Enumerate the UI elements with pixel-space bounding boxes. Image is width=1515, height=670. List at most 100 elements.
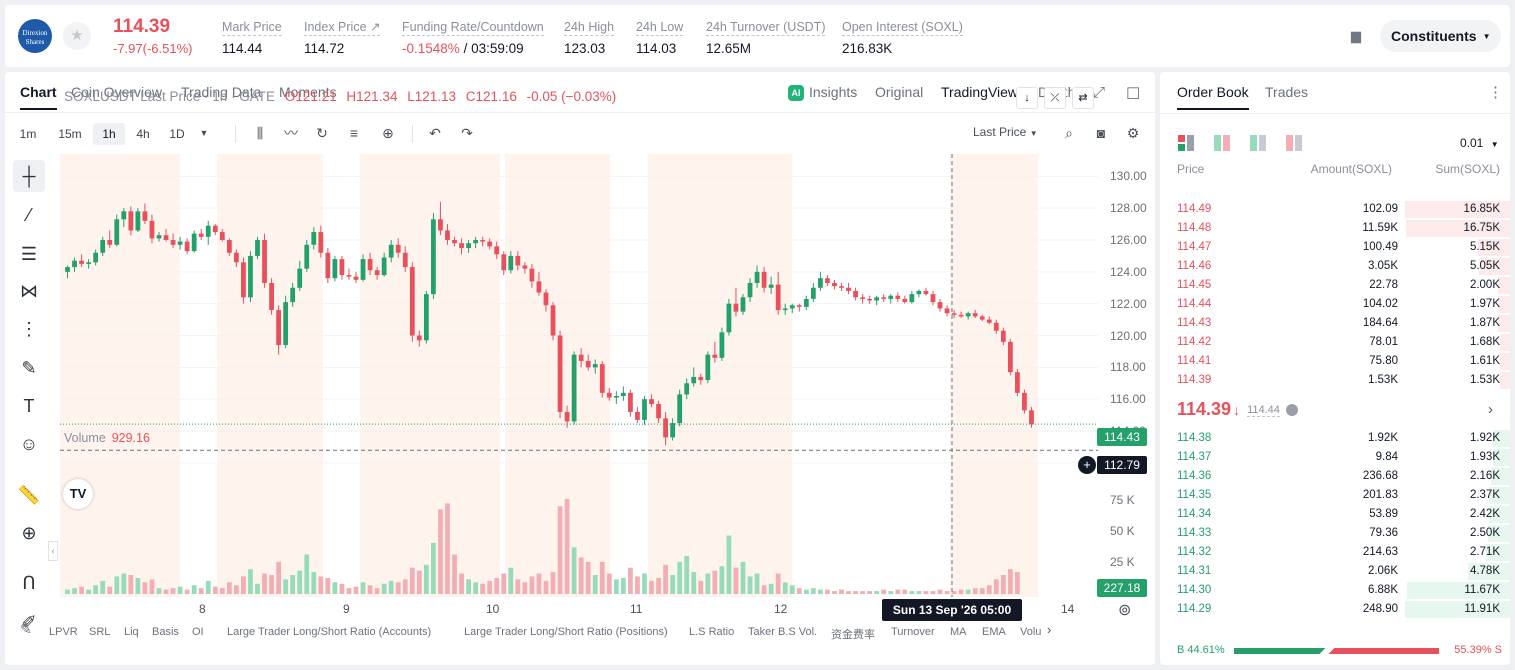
tab-trades[interactable]: Trades bbox=[1265, 84, 1309, 100]
bid-row[interactable]: 114.30 6.88K 11.67K bbox=[1160, 581, 1510, 600]
horizontal-lines-icon[interactable]: ☰ bbox=[20, 244, 38, 264]
view-original[interactable]: Original bbox=[875, 84, 924, 100]
stat-24h-high[interactable]: 24h High 123.03 bbox=[564, 18, 615, 56]
view-bids-icon[interactable] bbox=[1250, 135, 1266, 151]
ask-row[interactable]: 114.43 184.64 1.87K bbox=[1160, 314, 1510, 333]
bid-row[interactable]: 114.37 9.84 1.93K bbox=[1160, 448, 1510, 467]
edit-indicators-icon[interactable]: ✎ bbox=[20, 621, 32, 637]
candle-type-icon[interactable]: ⫼ bbox=[256, 125, 264, 141]
redo-icon[interactable]: ↷ bbox=[461, 125, 473, 141]
tradingview-logo[interactable]: TV bbox=[63, 479, 93, 509]
scroll-down-icon[interactable]: ↓ bbox=[1016, 87, 1038, 109]
zoom-in-icon[interactable]: ⊕ bbox=[21, 523, 37, 543]
indicators-icon[interactable]: 〰 bbox=[284, 125, 298, 141]
add-alert-icon[interactable]: ⊕ bbox=[382, 125, 394, 141]
precision-dropdown[interactable]: 0.01 ▼ bbox=[1460, 136, 1499, 150]
timeframe-15m[interactable]: 15m bbox=[58, 127, 82, 141]
ask-row[interactable]: 114.39 1.53K 1.53K bbox=[1160, 371, 1510, 390]
collapse-icon[interactable]: ⤫ bbox=[1044, 87, 1066, 109]
compare-icon[interactable]: ↻ bbox=[316, 125, 328, 141]
view-both-icon[interactable] bbox=[1178, 135, 1194, 151]
indicator-toggle[interactable]: Large Trader Long/Short Ratio (Accounts) bbox=[227, 626, 432, 638]
tab-moments[interactable]: Moments bbox=[279, 84, 337, 100]
stat-open-interest[interactable]: Open Interest (SOXL) 216.83K bbox=[842, 18, 963, 56]
view-tradingview[interactable]: TradingView bbox=[941, 84, 1019, 100]
indicator-toggle[interactable]: Basis bbox=[152, 626, 179, 638]
indicator-toggle[interactable]: SRL bbox=[89, 626, 111, 638]
ask-row[interactable]: 114.45 22.78 2.00K bbox=[1160, 276, 1510, 295]
constituents-dropdown[interactable]: Constituents ▼ bbox=[1380, 20, 1501, 52]
indicator-toggle[interactable]: L.S Ratio bbox=[689, 626, 735, 638]
tab-order-book[interactable]: Order Book bbox=[1177, 84, 1249, 110]
fullscreen-icon[interactable]: ⤢ bbox=[1093, 84, 1106, 101]
camera-icon[interactable]: ◙ bbox=[1096, 125, 1106, 141]
text-tool-icon[interactable]: T bbox=[23, 396, 35, 416]
timeframe-1m[interactable]: 1m bbox=[19, 127, 37, 141]
trend-line-icon[interactable]: ⁄ bbox=[27, 205, 31, 225]
chevron-right-icon[interactable]: › bbox=[1488, 401, 1493, 418]
indicator-more-chevron-icon[interactable]: › bbox=[1047, 622, 1052, 637]
bid-row[interactable]: 114.31 2.06K 4.78K bbox=[1160, 562, 1510, 581]
lock-drawing-icon[interactable]: ✐ bbox=[21, 612, 37, 632]
search-icon[interactable]: ⌕ bbox=[1065, 125, 1073, 141]
magnet-icon[interactable]: Ո bbox=[22, 573, 36, 593]
tab-chart[interactable]: Chart bbox=[20, 84, 57, 110]
mid-price[interactable]: 114.39 ↓ 114.44 bbox=[1177, 399, 1298, 420]
stat-24h-low[interactable]: 24h Low 114.03 bbox=[636, 18, 684, 56]
axis-settings-icon[interactable]: ⊚ bbox=[1118, 602, 1132, 619]
indicator-toggle[interactable]: 资金费率 bbox=[831, 629, 875, 641]
ask-row[interactable]: 114.41 75.80 1.61K bbox=[1160, 352, 1510, 371]
ask-row[interactable]: 114.49 102.09 16.85K bbox=[1160, 200, 1510, 219]
indicator-toggle[interactable]: OI bbox=[192, 626, 204, 638]
indicator-toggle[interactable]: Volu bbox=[1020, 626, 1042, 638]
emoji-icon[interactable]: ☺ bbox=[19, 434, 39, 454]
bid-row[interactable]: 114.34 53.89 2.42K bbox=[1160, 505, 1510, 524]
timeframe-1h[interactable]: 1h bbox=[93, 123, 125, 145]
ask-row[interactable]: 114.42 78.01 1.68K bbox=[1160, 333, 1510, 352]
templates-icon[interactable]: ≡ bbox=[349, 125, 359, 141]
bid-row[interactable]: 114.33 79.36 2.50K bbox=[1160, 524, 1510, 543]
timeframe-more-chevron-icon[interactable]: ▼ bbox=[199, 128, 209, 138]
favorite-star-icon[interactable]: ★ bbox=[63, 22, 91, 50]
indicator-toggle[interactable]: Taker B.S Vol. bbox=[748, 626, 818, 638]
stat-funding-rate[interactable]: Funding Rate/Countdown -0.1548% / 03:59:… bbox=[402, 18, 544, 56]
indicator-toggle[interactable]: Liq bbox=[124, 626, 139, 638]
more-menu-icon[interactable]: ⋮ bbox=[1488, 84, 1503, 101]
ask-row[interactable]: 114.46 3.05K 5.05K bbox=[1160, 257, 1510, 276]
view-split-icon[interactable] bbox=[1214, 135, 1230, 151]
bid-row[interactable]: 114.35 201.83 2.37K bbox=[1160, 486, 1510, 505]
crosshair-icon[interactable]: ┼ bbox=[13, 160, 45, 192]
view-asks-icon[interactable] bbox=[1286, 135, 1302, 151]
price-source-dropdown[interactable]: Last Price ▼ bbox=[973, 125, 1038, 139]
bid-row[interactable]: 114.29 248.90 11.91K bbox=[1160, 600, 1510, 619]
stat-24h-turnover[interactable]: 24h Turnover (USDT) 12.65M bbox=[706, 18, 826, 56]
popout-window-icon[interactable]: ☐ bbox=[1126, 86, 1141, 103]
ask-row[interactable]: 114.47 100.49 5.15K bbox=[1160, 238, 1510, 257]
stat-index-price[interactable]: Index Price ↗ 114.72 bbox=[304, 18, 381, 56]
indicator-toggle[interactable]: Turnover bbox=[891, 626, 935, 638]
fib-retracement-icon[interactable]: ⋮ bbox=[20, 319, 38, 339]
guide-book-icon[interactable]: ▆ bbox=[1351, 28, 1361, 43]
view-insights[interactable]: AI Insights bbox=[788, 84, 857, 102]
pattern-tool-icon[interactable]: ⋈ bbox=[20, 281, 38, 301]
timeframe-4h[interactable]: 4h bbox=[136, 127, 150, 141]
timeframe-1d[interactable]: 1D bbox=[169, 127, 185, 141]
bid-row[interactable]: 114.36 236.68 2.16K bbox=[1160, 467, 1510, 486]
indicator-toggle[interactable]: Large Trader Long/Short Ratio (Positions… bbox=[464, 626, 668, 638]
tab-coin-overview[interactable]: Coin Overview bbox=[71, 84, 163, 100]
bid-row[interactable]: 114.32 214.63 2.71K bbox=[1160, 543, 1510, 562]
ask-row[interactable]: 114.48 11.59K 16.75K bbox=[1160, 219, 1510, 238]
brush-icon[interactable]: ✎ bbox=[21, 358, 37, 378]
indicator-toggle[interactable]: MA bbox=[950, 626, 967, 638]
collapse-sidebar-chevron-icon[interactable]: ‹ bbox=[48, 541, 58, 561]
stat-mark-price[interactable]: Mark Price 114.44 bbox=[222, 18, 282, 56]
undo-icon[interactable]: ↶ bbox=[429, 125, 441, 141]
auto-scale-icon[interactable]: ⇄ bbox=[1072, 87, 1094, 109]
candlestick-chart[interactable] bbox=[60, 154, 1100, 597]
settings-gear-icon[interactable]: ⚙ bbox=[1126, 125, 1140, 141]
ask-row[interactable]: 114.44 104.02 1.97K bbox=[1160, 295, 1510, 314]
indicator-toggle[interactable]: EMA bbox=[982, 626, 1006, 638]
ruler-icon[interactable]: 📏 bbox=[17, 485, 41, 505]
bid-row[interactable]: 114.38 1.92K 1.92K bbox=[1160, 429, 1510, 448]
indicator-toggle[interactable]: LPVR bbox=[49, 626, 78, 638]
